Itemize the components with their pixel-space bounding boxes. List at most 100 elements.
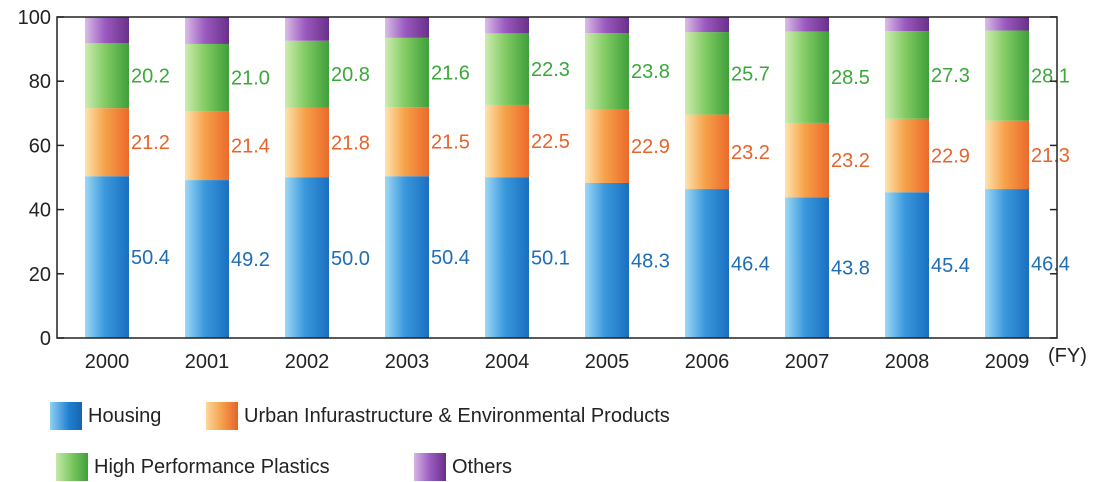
bar-segment-housing-2002 (285, 177, 329, 338)
bar-segment-high-performance-plastics-2000 (85, 43, 129, 109)
x-tick-label-2007: 2007 (785, 351, 830, 373)
data-label-high-performance-plastics-2005: 23.8 (631, 61, 670, 83)
data-label-housing-2008: 45.4 (931, 255, 970, 277)
bar-segment-housing-2006 (685, 189, 729, 338)
y-tick-label-80: 80 (29, 71, 51, 93)
bar-segment-housing-2009 (985, 189, 1029, 338)
data-label-high-performance-plastics-2003: 21.6 (431, 63, 470, 85)
data-label-urban-infurastructure-environmental-products-2003: 21.5 (431, 132, 470, 154)
data-label-high-performance-plastics-2008: 27.3 (931, 65, 970, 87)
bar-segment-urban-infurastructure-environmental-products-2000 (85, 108, 129, 177)
data-label-urban-infurastructure-environmental-products-2008: 22.9 (931, 146, 970, 168)
data-label-urban-infurastructure-environmental-products-2004: 22.5 (531, 131, 570, 153)
x-tick-label-2005: 2005 (585, 351, 630, 373)
legend-swatch-others (414, 453, 446, 481)
data-label-urban-infurastructure-environmental-products-2002: 21.8 (331, 133, 370, 155)
value-labels-layer: 50.4 21.2 20.2 49.2 21.4 21.0 50.0 21.8 20.8 50.4… (131, 59, 1070, 280)
x-tick-label-2008: 2008 (885, 351, 930, 373)
legend-swatch-high-performance-plastics (56, 453, 88, 481)
x-tick-label-2004: 2004 (485, 351, 530, 373)
bar-segment-high-performance-plastics-2008 (885, 31, 929, 119)
legend-swatch-urban-infrastructure (206, 402, 238, 430)
bar-segment-others-2000 (85, 17, 129, 44)
bar-segment-others-2008 (885, 17, 929, 32)
data-label-housing-2003: 50.4 (431, 247, 470, 269)
bar-segment-others-2005 (585, 17, 629, 34)
data-label-urban-infurastructure-environmental-products-2009: 21.3 (1031, 145, 1070, 167)
bar-segment-high-performance-plastics-2006 (685, 32, 729, 115)
x-tick-label-2000: 2000 (85, 351, 130, 373)
bar-segment-urban-infurastructure-environmental-products-2002 (285, 107, 329, 178)
bar-segment-housing-2000 (85, 176, 129, 338)
legend-item-high-performance-plastics: High Performance Plastics (56, 453, 330, 481)
bar-segment-high-performance-plastics-2005 (585, 33, 629, 110)
legend-item-others: Others (414, 453, 512, 481)
bar-segment-others-2007 (785, 17, 829, 32)
bar-segment-others-2002 (285, 17, 329, 41)
data-label-high-performance-plastics-2001: 21.0 (231, 68, 270, 90)
data-label-housing-2005: 48.3 (631, 250, 670, 272)
bar-segment-housing-2008 (885, 192, 929, 338)
bar-segment-urban-infurastructure-environmental-products-2004 (485, 104, 529, 178)
bar-segment-others-2003 (385, 17, 429, 38)
data-label-housing-2001: 49.2 (231, 249, 270, 271)
data-label-urban-infurastructure-environmental-products-2005: 22.9 (631, 136, 670, 158)
x-tick-label-2002: 2002 (285, 351, 330, 373)
data-label-urban-infurastructure-environmental-products-2000: 21.2 (131, 132, 170, 154)
legend-label-housing: Housing (88, 404, 162, 427)
data-label-urban-infurastructure-environmental-products-2006: 23.2 (731, 142, 770, 164)
bar-segment-others-2006 (685, 17, 729, 33)
data-label-housing-2006: 46.4 (731, 254, 770, 276)
bar-segment-urban-infurastructure-environmental-products-2009 (985, 120, 1029, 190)
data-label-high-performance-plastics-2000: 20.2 (131, 66, 170, 88)
x-unit-label: (FY) (1048, 345, 1087, 367)
data-label-urban-infurastructure-environmental-products-2007: 23.2 (831, 150, 870, 172)
legend-item-housing: Housing (50, 402, 161, 430)
bar-segment-urban-infurastructure-environmental-products-2003 (385, 107, 429, 177)
data-label-high-performance-plastics-2009: 28.1 (1031, 66, 1070, 88)
data-label-housing-2007: 43.8 (831, 258, 870, 280)
data-label-urban-infurastructure-environmental-products-2001: 21.4 (231, 136, 270, 158)
bar-segment-housing-2003 (385, 176, 429, 338)
data-label-high-performance-plastics-2007: 28.5 (831, 67, 870, 89)
bar-segment-urban-infurastructure-environmental-products-2001 (185, 111, 229, 181)
data-label-housing-2004: 50.1 (531, 248, 570, 270)
data-label-housing-2009: 46.4 (1031, 254, 1070, 276)
x-tick-label-2003: 2003 (385, 351, 430, 373)
bars-layer (85, 17, 1029, 338)
legend-label-urban-infrastructure: Urban Infurastructure & Environmental Pr… (244, 404, 670, 427)
data-label-high-performance-plastics-2002: 20.8 (331, 64, 370, 86)
bar-segment-housing-2007 (785, 197, 829, 338)
bar-segment-urban-infurastructure-environmental-products-2005 (585, 109, 629, 183)
x-tick-label-2001: 2001 (185, 351, 230, 373)
bar-segment-high-performance-plastics-2009 (985, 30, 1029, 121)
bar-segment-others-2004 (485, 17, 529, 34)
bar-segment-urban-infurastructure-environmental-products-2008 (885, 118, 929, 193)
y-tick-label-60: 60 (29, 135, 51, 157)
x-tick-label-2009: 2009 (985, 351, 1030, 373)
legend-swatch-housing (50, 402, 82, 430)
bar-segment-urban-infurastructure-environmental-products-2007 (785, 122, 829, 198)
legend-label-high-performance-plastics: High Performance Plastics (94, 455, 330, 478)
y-tick-label-100: 100 (18, 7, 51, 29)
plot-frame (56, 16, 1058, 339)
y-tick-label-0: 0 (40, 328, 51, 350)
axes-layer: 2000 2001 2002 2003 2004 2005 2006 2007 2008 2009… (18, 7, 1058, 373)
x-tick-label-2006: 2006 (685, 351, 730, 373)
bar-segment-urban-infurastructure-environmental-products-2006 (685, 114, 729, 190)
bar-segment-others-2001 (185, 17, 229, 44)
data-label-high-performance-plastics-2004: 22.3 (531, 59, 570, 81)
bar-segment-high-performance-plastics-2002 (285, 40, 329, 108)
y-tick-label-20: 20 (29, 264, 51, 286)
bar-segment-housing-2005 (585, 182, 629, 338)
bar-segment-others-2009 (985, 17, 1029, 31)
bar-segment-high-performance-plastics-2004 (485, 33, 529, 105)
y-tick-label-40: 40 (29, 200, 51, 222)
bar-segment-high-performance-plastics-2007 (785, 31, 829, 123)
legend-item-urban-infrastructure: Urban Infurastructure & Environmental Pr… (206, 402, 670, 430)
data-label-high-performance-plastics-2006: 25.7 (731, 63, 770, 85)
data-label-housing-2002: 50.0 (331, 248, 370, 270)
data-label-housing-2000: 50.4 (131, 247, 170, 269)
bar-segment-high-performance-plastics-2001 (185, 43, 229, 112)
